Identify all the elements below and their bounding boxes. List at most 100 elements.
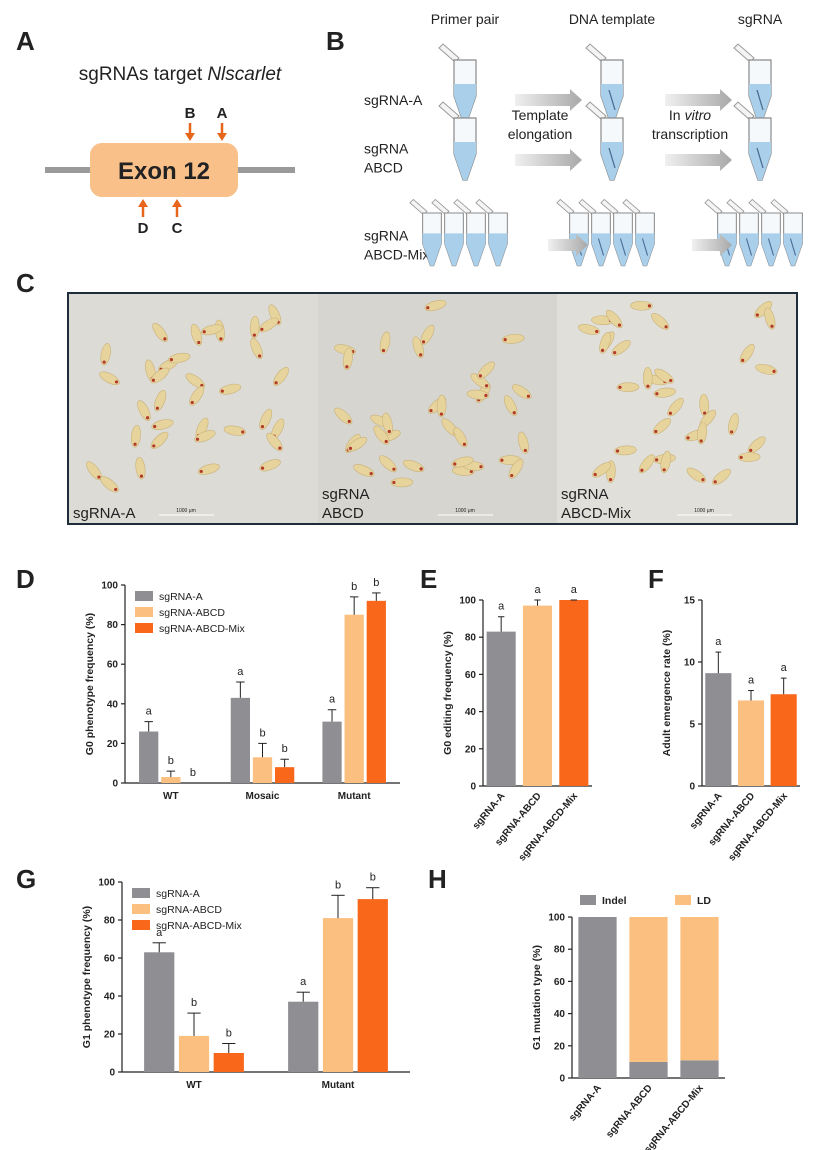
tube (704, 198, 737, 267)
larva (517, 431, 529, 454)
significance-letter: a (781, 662, 788, 674)
larva-eye (152, 444, 156, 448)
larva-eye (114, 380, 119, 384)
gene-title: sgRNAs target Nlscarlet (79, 64, 282, 85)
tube-cap (475, 198, 494, 216)
larva-eye (348, 446, 353, 450)
larva (755, 363, 778, 375)
legend-swatch (132, 888, 150, 898)
larva (654, 368, 674, 384)
larva-eye (500, 458, 504, 462)
larva (259, 459, 281, 472)
larva (466, 389, 490, 400)
larva (223, 425, 247, 436)
legend-swatch (135, 623, 153, 633)
larva-eye (260, 466, 265, 470)
larva (347, 436, 368, 452)
significance-letter: a (748, 675, 755, 687)
larva (168, 352, 191, 364)
tube-cap (622, 198, 641, 216)
panel-label: D (16, 564, 35, 594)
tube (726, 198, 759, 267)
larva-eye (274, 381, 278, 385)
larva (436, 394, 447, 418)
larva-eye (260, 327, 264, 331)
tube (453, 198, 486, 267)
legend-swatch (675, 895, 691, 905)
y-tick-label: 20 (104, 1030, 116, 1041)
y-tick-label: 60 (104, 954, 116, 965)
significance-letter: a (156, 927, 163, 939)
y-tick-label: 100 (101, 581, 118, 592)
larva-eye (749, 448, 753, 452)
x-tick-label: Mutant (338, 791, 371, 802)
scale-label: 1000 μm (694, 508, 714, 514)
bar (322, 918, 354, 1072)
larva (259, 408, 273, 430)
tube-cap (453, 198, 472, 216)
larva (477, 361, 495, 379)
larva (99, 371, 120, 386)
tube-liquid (749, 84, 771, 122)
significance-letter: b (373, 577, 379, 589)
larva-eye (145, 416, 150, 420)
significance-letter: a (146, 706, 153, 718)
larva (697, 421, 707, 445)
significance-letter: b (168, 755, 174, 767)
legend-label: sgRNA-ABCD (156, 904, 222, 916)
larva-eye (278, 446, 282, 450)
larva (197, 463, 220, 475)
x-tick-label: Mosaic (246, 791, 280, 802)
photo-label: sgRNA-A (73, 505, 136, 522)
larva (599, 331, 611, 354)
tube (748, 198, 781, 267)
tube (733, 101, 772, 181)
y-tick-label: 0 (109, 1068, 115, 1079)
larva (249, 315, 260, 339)
tube-liquid (422, 233, 442, 266)
larva (190, 323, 203, 346)
larva (605, 309, 623, 329)
larva (592, 462, 612, 478)
tube (585, 101, 624, 181)
larva-eye (617, 323, 622, 327)
row-label: sgRNA (364, 228, 409, 244)
larva-eye (421, 340, 426, 344)
tube (622, 198, 655, 267)
y-tick-label: 0 (112, 779, 118, 790)
larva (135, 456, 146, 480)
larva-eye (739, 455, 743, 460)
larva-eye (699, 439, 703, 443)
larva (334, 407, 353, 425)
larva-eye (429, 408, 433, 413)
step-word: Template (512, 107, 569, 123)
larva-eye (384, 439, 388, 444)
larva (390, 477, 414, 488)
bar (705, 673, 732, 786)
y-tick-label: 60 (107, 660, 119, 671)
bar (344, 614, 364, 783)
tube-liquid (635, 233, 655, 266)
photo-label: ABCD (322, 505, 364, 522)
larva-eye (347, 419, 351, 423)
y-tick-label: 20 (465, 744, 477, 755)
tube-strand (597, 238, 605, 256)
bar (522, 605, 553, 786)
bar (144, 952, 175, 1072)
tube-strand (641, 238, 649, 256)
larva-eye (345, 365, 349, 369)
larva-eye (97, 475, 101, 479)
y-tick-label: 10 (684, 658, 696, 669)
larva-eye (426, 306, 430, 310)
legend-label: sgRNA-A (156, 888, 200, 900)
tube-cap (726, 198, 745, 216)
y-tick-label: 0 (689, 782, 695, 793)
tube-cap (585, 101, 607, 121)
larva (100, 476, 119, 493)
y-tick-label: 40 (465, 707, 477, 718)
tube-liquid (601, 84, 623, 122)
larva (152, 322, 168, 343)
larva-eye (419, 467, 423, 471)
step-arrow (515, 149, 582, 171)
larva-eye (419, 353, 423, 357)
